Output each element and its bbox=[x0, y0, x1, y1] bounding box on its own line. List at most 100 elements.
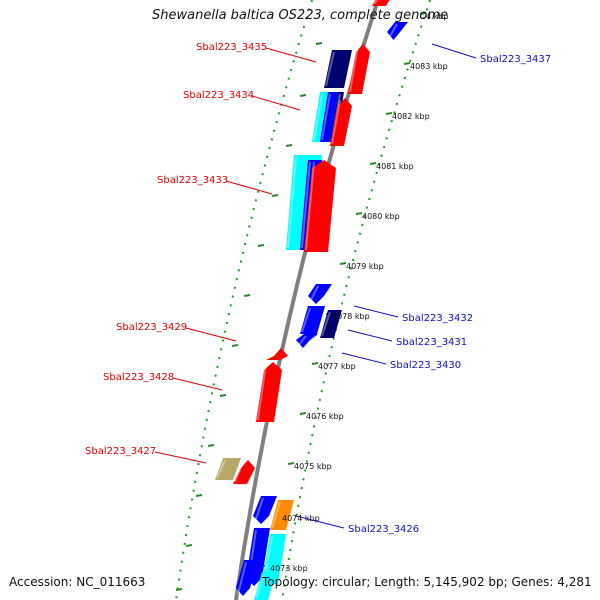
gene-highlight bbox=[305, 161, 315, 251]
leader-lines bbox=[154, 43, 477, 529]
tick-label: 4 kbp bbox=[426, 12, 448, 21]
tick-mark-left bbox=[299, 94, 307, 97]
tick-mark-left bbox=[207, 444, 215, 447]
leader-line-left bbox=[265, 47, 317, 63]
gene-highlight bbox=[255, 573, 265, 599]
gene-block bbox=[300, 306, 325, 334]
gene-label-left: Sbal223_3434 bbox=[183, 90, 254, 101]
tick-mark bbox=[299, 412, 307, 415]
gene-block bbox=[253, 496, 277, 524]
tick-mark-left bbox=[175, 588, 183, 591]
gene-block bbox=[330, 98, 352, 146]
gene-block bbox=[320, 92, 338, 142]
tick-mark-left bbox=[315, 42, 323, 45]
gene-highlight bbox=[321, 93, 331, 141]
gene-block bbox=[308, 284, 332, 304]
gene-block bbox=[262, 534, 286, 584]
leader-line-right bbox=[295, 515, 345, 529]
leader-line-right bbox=[431, 43, 477, 59]
accession-text: Accession: NC_011663 bbox=[9, 575, 146, 589]
tick-label: 4081 kbp bbox=[376, 162, 414, 171]
gene-block bbox=[256, 362, 282, 422]
gene-labels: Sbal223_3435 Sbal223_3434 Sbal223_3433 Sbal… bbox=[85, 42, 551, 535]
gene-highlight bbox=[287, 156, 297, 249]
leader-line-left bbox=[172, 377, 223, 391]
tick-mark-left bbox=[195, 494, 203, 497]
tick-label: 4077 kbp bbox=[318, 362, 356, 371]
gene-highlight bbox=[388, 23, 398, 39]
gene-highlight bbox=[271, 501, 281, 529]
tick-mark-left bbox=[231, 344, 239, 347]
gene-block bbox=[236, 560, 258, 596]
gene-label-left: Sbal223_3427 bbox=[85, 446, 156, 457]
tick-mark bbox=[339, 262, 347, 265]
gene-block bbox=[324, 50, 352, 88]
tick-label: 4083 kbp bbox=[410, 62, 448, 71]
gene-block bbox=[387, 22, 408, 40]
gene-block bbox=[348, 44, 370, 94]
gene-highlight bbox=[257, 363, 267, 421]
gene-label-left: Sbal223_3429 bbox=[116, 322, 187, 333]
gene-highlight bbox=[325, 51, 335, 87]
tick-mark bbox=[355, 212, 363, 215]
gene-highlight bbox=[234, 461, 244, 483]
leader-line-right bbox=[341, 352, 387, 365]
tick-mark-left bbox=[271, 194, 279, 197]
gene-block bbox=[372, 0, 390, 6]
gene-highlight bbox=[321, 311, 331, 337]
gene-block bbox=[233, 460, 255, 484]
leader-line-right bbox=[347, 329, 393, 342]
gene-highlight bbox=[373, 0, 379, 5]
gene-block bbox=[304, 160, 336, 252]
topology-text: Topology: circular; Length: 5,145,902 bp… bbox=[262, 575, 592, 589]
gene-label-right: Sbal223_3437 bbox=[480, 54, 551, 65]
tick-label: 4074 kbp bbox=[282, 514, 320, 523]
leader-line-left bbox=[251, 95, 301, 111]
gene-label-left: Sbal223_3428 bbox=[103, 372, 174, 383]
gene-block bbox=[270, 500, 294, 530]
tick-mark-left bbox=[285, 144, 293, 147]
map-title: Shewanella baltica OS223, complete genom… bbox=[152, 8, 448, 23]
gene-block bbox=[254, 572, 276, 600]
gene-label-left: Sbal223_3435 bbox=[196, 42, 267, 53]
tick-mark bbox=[419, 12, 427, 15]
tick-mark-left bbox=[219, 394, 227, 397]
tick-mark bbox=[385, 112, 393, 115]
leader-line-right bbox=[353, 305, 399, 318]
gene-features bbox=[215, 0, 408, 600]
gene-block bbox=[215, 458, 241, 480]
tick-mark bbox=[403, 62, 411, 65]
gene-highlight bbox=[216, 459, 226, 479]
gene-block bbox=[296, 334, 318, 348]
tick-labels: 4 kbp 4083 kbp 4082 kbp 4081 kbp 4080 kbp 407… bbox=[270, 12, 448, 573]
tick-label: 4079 kbp bbox=[346, 262, 384, 271]
gene-block bbox=[266, 348, 288, 360]
gene-label-right: Sbal223_3426 bbox=[348, 524, 419, 535]
leader-line-left bbox=[225, 180, 273, 195]
gene-block bbox=[312, 92, 330, 142]
gene-highlight bbox=[237, 561, 247, 595]
gene-label-right: Sbal223_3431 bbox=[396, 337, 467, 348]
gene-highlight bbox=[349, 45, 359, 93]
tick-mark bbox=[311, 362, 319, 365]
tick-label: 4076 kbp bbox=[306, 412, 344, 421]
tick-mark-left bbox=[243, 294, 251, 297]
gene-highlight bbox=[297, 335, 307, 347]
gene-label-left: Sbal223_3433 bbox=[157, 175, 228, 186]
gene-highlight bbox=[331, 99, 341, 145]
gene-highlight bbox=[254, 497, 264, 523]
tick-mark-left bbox=[257, 244, 265, 247]
tick-label: 4080 kbp bbox=[362, 212, 400, 221]
gene-block bbox=[320, 310, 342, 338]
gene-highlight bbox=[309, 285, 319, 303]
gene-label-right: Sbal223_3430 bbox=[390, 360, 461, 371]
leader-line-left bbox=[154, 451, 207, 464]
leader-line-left bbox=[185, 327, 237, 342]
gene-highlight bbox=[313, 93, 323, 141]
tick-mark bbox=[287, 462, 295, 465]
tick-label: 4082 kbp bbox=[392, 112, 430, 121]
tick-label: 4075 kbp bbox=[294, 462, 332, 471]
tick-label: 4078 kbp bbox=[332, 312, 370, 321]
